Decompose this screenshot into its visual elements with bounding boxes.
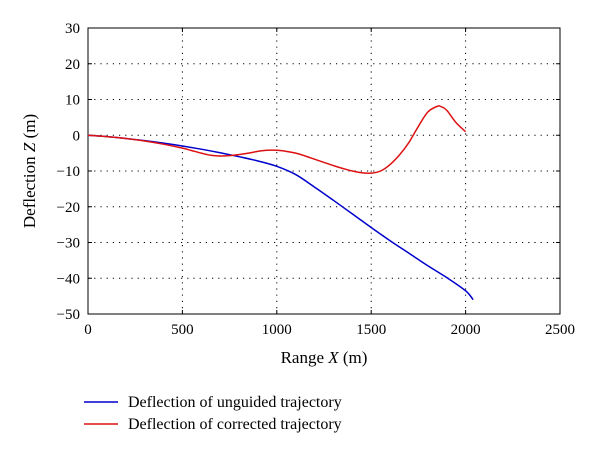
y-axis-label: Deflection Z (m) [20, 114, 39, 228]
legend: Deflection of unguided trajectory Deflec… [84, 394, 342, 433]
y-tick-label--50: −50 [57, 307, 80, 323]
x-tick-label-1000: 1000 [262, 322, 292, 338]
x-tick-label-500: 500 [171, 322, 194, 338]
y-tick-label--30: −30 [57, 236, 80, 252]
y-tick-label--40: −40 [57, 271, 80, 287]
legend-label-corrected: Deflection of corrected trajectory [128, 416, 342, 433]
y-tick-label--10: −10 [57, 164, 80, 180]
axis-ticks: 0 500 1000 1500 2000 2500 30 20 10 0 −10 −20 −30 −40 −… [57, 21, 575, 338]
y-axis-label-var: Z [20, 142, 39, 152]
series-line-1 [87, 105, 467, 175]
x-axis-label-var: X [327, 348, 339, 367]
y-tick-label-0: 0 [73, 128, 81, 144]
x-axis-label-main: Range [281, 348, 329, 367]
x-tick-label-1500: 1500 [356, 322, 386, 338]
y-tick-label-10: 10 [65, 93, 80, 109]
y-tick-label-30: 30 [65, 21, 80, 37]
y-axis-label-unit: (m) [20, 114, 39, 143]
x-tick-label-0: 0 [84, 322, 92, 338]
grid-lines [88, 28, 560, 314]
x-axis-label-unit: (m) [339, 348, 368, 367]
y-tick-label-20: 20 [65, 57, 80, 73]
x-axis-label: Range X (m) [281, 348, 368, 367]
y-axis-label-main: Deflection [20, 152, 39, 228]
legend-label-unguided: Deflection of unguided trajectory [128, 394, 342, 411]
x-tick-label-2000: 2000 [451, 322, 481, 338]
x-tick-label-2500: 2500 [545, 322, 575, 338]
y-tick-label--20: −20 [57, 200, 80, 216]
series-group [87, 105, 474, 301]
